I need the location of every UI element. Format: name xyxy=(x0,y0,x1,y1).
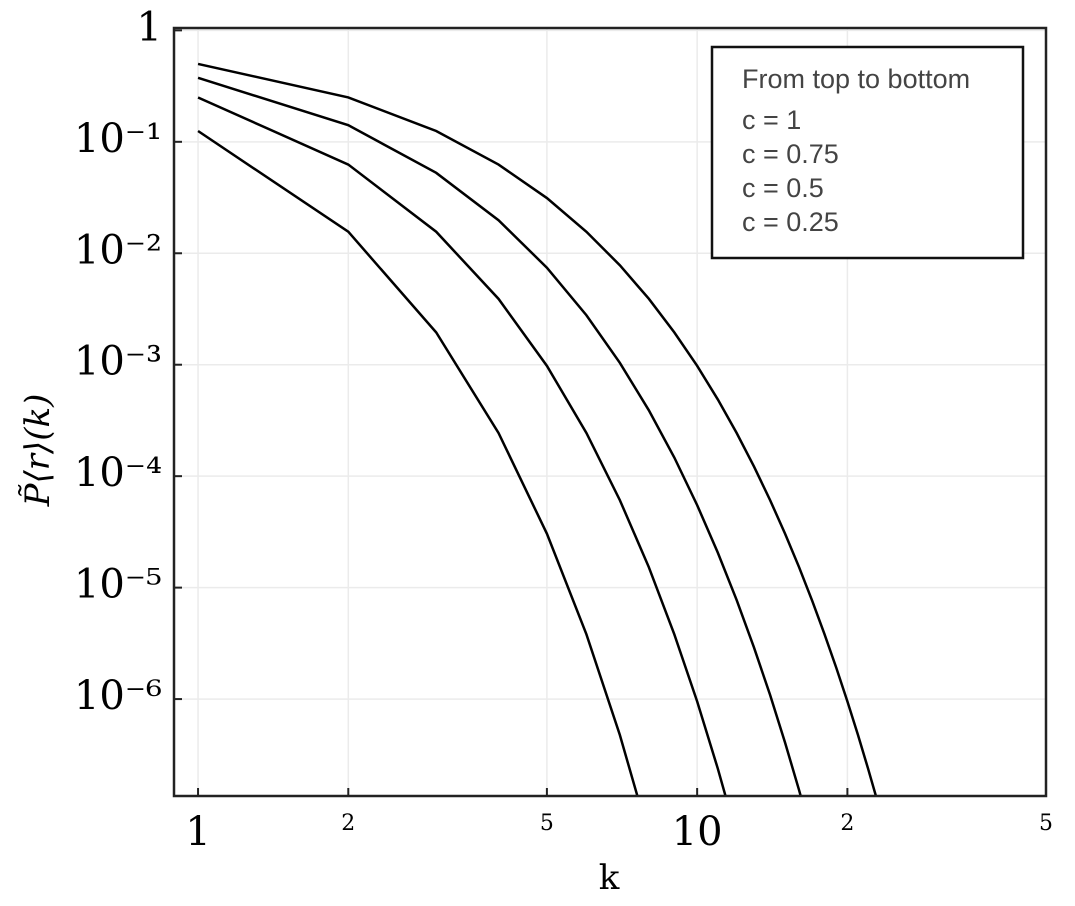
y-tick-label: 10⁻¹ xyxy=(74,116,162,162)
y-tick-label: 10⁻³ xyxy=(74,339,162,385)
x-tick-label: 1 xyxy=(185,809,210,855)
x-tick-label: 2 xyxy=(840,811,854,836)
y-tick-label: 10⁻⁴ xyxy=(74,450,162,496)
x-axis-label: k xyxy=(599,858,620,898)
y-tick-label: 10⁻² xyxy=(74,227,162,273)
legend-line: c = 0.25 xyxy=(742,207,839,237)
y-tick-label: 10⁻⁶ xyxy=(74,673,162,719)
legend-title: From top to bottom xyxy=(742,64,970,94)
y-axis-label: P̃⟨r⟩(k) xyxy=(18,394,58,508)
legend-box xyxy=(710,45,1025,260)
series-line xyxy=(197,129,639,796)
x-tick-label: 2 xyxy=(341,811,355,836)
x-tick-label: 5 xyxy=(1039,811,1053,836)
x-tick-label: 5 xyxy=(540,811,554,836)
legend-lines: c = 1 c = 0.75 c = 0.5 c = 0.25 xyxy=(742,105,839,237)
legend-line: c = 1 xyxy=(742,105,801,135)
series-line xyxy=(197,62,878,796)
plot-frame xyxy=(172,26,1048,798)
lines xyxy=(197,62,878,796)
ticks: 1 2 5 10 2 5 1 10⁻¹ 10⁻² 10⁻³ 10⁻⁴ 10⁻⁵ 10⁻⁶ xyxy=(74,4,1053,855)
x-tick-label: 10 xyxy=(672,809,723,855)
legend-line: c = 0.75 xyxy=(742,139,839,169)
series-line xyxy=(197,96,727,796)
series-line xyxy=(197,76,802,796)
legend-line: c = 0.5 xyxy=(742,173,824,203)
y-tick-label: 10⁻⁵ xyxy=(74,562,162,608)
y-tick-label: 1 xyxy=(137,4,162,50)
